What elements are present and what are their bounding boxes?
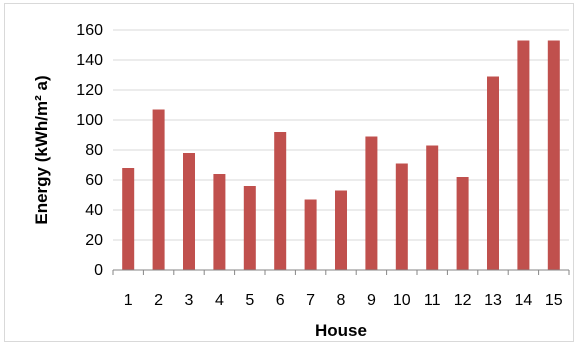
x-tick-label: 4 bbox=[215, 292, 224, 309]
x-tick-label: 2 bbox=[154, 292, 163, 309]
y-tick-label: 40 bbox=[85, 202, 103, 219]
x-tick-label: 3 bbox=[185, 292, 194, 309]
y-tick-label: 60 bbox=[85, 172, 103, 189]
bar-house-4 bbox=[213, 174, 226, 270]
y-tick-label: 0 bbox=[94, 262, 103, 279]
x-tick-label: 1 bbox=[124, 292, 133, 309]
y-tick-label: 80 bbox=[85, 142, 103, 159]
axes bbox=[112, 269, 569, 275]
bar-house-3 bbox=[183, 153, 195, 270]
x-tick-labels: 1 2 3 4 5 6 7 8 9 10 11 12 13 14 15 bbox=[124, 292, 563, 309]
bars bbox=[122, 40, 570, 275]
y-tick-labels: 0 20 40 60 80 100 120 140 160 bbox=[76, 22, 103, 279]
x-tick-label: 15 bbox=[545, 292, 563, 309]
y-tick-label: 100 bbox=[76, 112, 103, 129]
bar-house-11 bbox=[426, 145, 439, 270]
x-axis-title: House bbox=[315, 321, 367, 340]
x-tick-label: 11 bbox=[424, 292, 441, 309]
x-tick-label: 6 bbox=[276, 292, 285, 309]
y-tick-label: 140 bbox=[76, 52, 103, 69]
bar-house-1 bbox=[122, 168, 135, 270]
bar-house-15 bbox=[547, 40, 560, 270]
bar-house-7 bbox=[304, 199, 317, 270]
bar-house-12 bbox=[456, 177, 469, 270]
y-tick-label: 160 bbox=[76, 22, 103, 39]
bar-house-13 bbox=[487, 76, 499, 270]
x-tick-label: 5 bbox=[245, 292, 254, 309]
x-tick-label: 7 bbox=[306, 292, 315, 309]
bar-house-10 bbox=[395, 163, 408, 270]
x-tick-label: 8 bbox=[337, 292, 346, 309]
x-tick-label: 13 bbox=[484, 292, 502, 309]
x-tick-label: 10 bbox=[393, 292, 411, 309]
bar-house-8 bbox=[335, 190, 347, 270]
bar-house-2 bbox=[152, 109, 165, 270]
y-tick-label: 20 bbox=[85, 232, 103, 249]
x-tick-label: 9 bbox=[367, 292, 376, 309]
y-axis-title: Energy (kWh/m² a) bbox=[32, 75, 51, 224]
bar-house-14 bbox=[517, 40, 530, 270]
x-tick-label: 12 bbox=[454, 292, 472, 309]
y-tick-label: 120 bbox=[76, 82, 103, 99]
x-tick-label: 14 bbox=[515, 292, 533, 309]
bar-house-5 bbox=[243, 186, 256, 270]
bar-house-9 bbox=[365, 136, 378, 270]
bar-house-6 bbox=[274, 132, 287, 270]
